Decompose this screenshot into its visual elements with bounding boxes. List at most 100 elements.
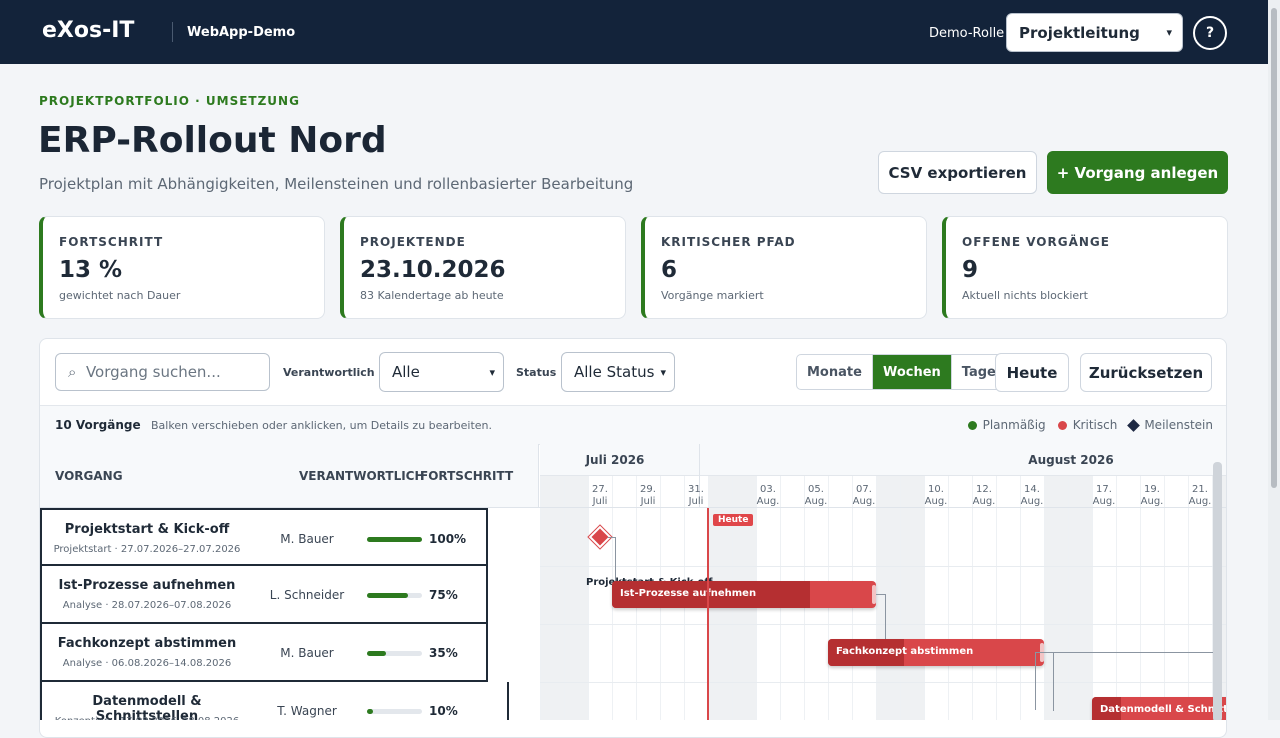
task-name: Projektstart & Kick-off — [64, 522, 230, 537]
view-button[interactable]: Wochen — [871, 355, 951, 389]
task-row[interactable]: Fachkonzept abstimmen Analyse · 06.08.202… — [40, 624, 488, 682]
progress-label: 10% — [429, 704, 458, 718]
kpi-note: Aktuell nichts blockiert — [962, 289, 1088, 302]
role-select[interactable]: Projektleitung ▾ — [1006, 13, 1183, 52]
kpi-value: 6 — [661, 257, 678, 283]
role-label: Demo-Rolle — [929, 26, 1005, 41]
day-label: 21. — [1192, 484, 1208, 495]
month-short: Juli — [640, 496, 656, 507]
task-bar[interactable]: Ist-Prozesse aufnehmen — [612, 581, 876, 608]
kpi-label: FORTSCHRITT — [59, 235, 164, 249]
add-button[interactable]: + Vorgang anlegen — [1047, 151, 1228, 194]
task-count: 10 Vorgänge — [55, 418, 141, 432]
month-short: Aug. — [924, 496, 948, 507]
task-row[interactable]: Projektstart & Kick-off Projektstart · 27… — [40, 508, 488, 566]
month-label: August 2026 — [1028, 453, 1114, 467]
page-title: ERP-Rollout Nord — [38, 120, 387, 161]
day-label: 03. — [760, 484, 776, 495]
task-owner: T. Wagner — [277, 704, 337, 718]
view-button[interactable]: Monate — [807, 364, 862, 380]
day-column — [1068, 476, 1092, 720]
progress-fill — [367, 593, 409, 598]
kpi-card: OFFENE VORGÄNGE 9 Aktuell nichts blockiert — [942, 216, 1228, 319]
status-select[interactable]: Alle Status ▾ — [561, 352, 675, 392]
role-value: Projektleitung — [1019, 23, 1140, 42]
kpi-note: Vorgänge markiert — [661, 289, 764, 302]
day-label: 05. — [808, 484, 824, 495]
export-button[interactable]: CSV exportieren — [878, 151, 1037, 194]
owner-label: Verantwortlich — [283, 366, 375, 379]
owner-select[interactable]: Alle ▾ — [379, 352, 504, 392]
progress-label: 35% — [429, 646, 458, 660]
legend-item: Planmäßig — [967, 418, 1046, 432]
task-meta: Projektstart · 27.07.2026–27.07.2026 — [53, 544, 241, 555]
day-label: 27. — [592, 484, 608, 495]
divider — [172, 22, 173, 42]
hint: Balken verschieben oder anklicken, um De… — [151, 419, 493, 432]
legend-swatch — [1127, 418, 1141, 432]
kpi-value: 23.10.2026 — [360, 257, 506, 283]
header-right — [540, 444, 1226, 476]
kpi-note: 83 Kalendertage ab heute — [360, 289, 504, 302]
task-bar[interactable]: Fachkonzept abstimmen — [828, 639, 1044, 666]
view-button[interactable]: Tage — [950, 355, 1006, 389]
row-line — [540, 566, 1226, 567]
progress-fill — [367, 537, 422, 542]
day-label: 31. — [688, 484, 704, 495]
day-column — [972, 476, 996, 720]
task-owner: L. Schneider — [269, 588, 345, 602]
kpi-value: 13 % — [59, 257, 123, 283]
day-column — [588, 476, 612, 720]
progress-track — [367, 651, 422, 656]
owner-value: Alle — [392, 363, 420, 381]
reset-button[interactable]: Zurücksetzen — [1080, 353, 1212, 392]
task-meta: Analyse · 06.08.2026–14.08.2026 — [62, 658, 232, 669]
legend-swatch — [967, 420, 977, 430]
bar-label: Ist-Prozesse aufnehmen — [620, 588, 757, 599]
header-line — [40, 507, 1226, 508]
month-short: Juli — [688, 496, 704, 507]
task-row[interactable]: Datenmodell & SchnittstellenKonzeption ·… — [40, 682, 509, 720]
progress-fill — [367, 651, 387, 656]
task-row[interactable]: Ist-Prozesse aufnehmen Analyse · 28.07.20… — [40, 566, 488, 624]
day-column — [924, 476, 948, 720]
month-short: Aug. — [804, 496, 828, 507]
today-button[interactable]: Heute — [995, 353, 1069, 392]
progress-label: 75% — [429, 588, 458, 602]
month-short: Aug. — [1140, 496, 1164, 507]
day-label: 29. — [640, 484, 656, 495]
month-short: Juli — [592, 496, 608, 507]
legend-item: Kritisch — [1057, 418, 1117, 432]
day-label: 10. — [928, 484, 944, 495]
task-bar[interactable]: Datenmodell & Schnittstellen — [1092, 697, 1226, 720]
task-name: Datenmodell & Schnittstellen — [92, 694, 202, 720]
task-meta: Konzeption · 17.08.2026–28.08.2026 — [42, 716, 252, 720]
kpi-label: KRITISCHER PFAD — [661, 235, 796, 249]
help-button[interactable]: ? — [1193, 16, 1227, 50]
search-input[interactable]: ⌕ Vorgang suchen... — [55, 353, 270, 391]
gantt: VORGANG VERANTWORTLICH FORTSCHRITT Juli 202… — [40, 444, 1226, 720]
row-line — [540, 624, 1226, 625]
month-divider — [699, 444, 700, 508]
day-column — [1044, 476, 1068, 720]
task-owner: M. Bauer — [280, 532, 334, 546]
month-short: Aug. — [756, 496, 780, 507]
kpi-card: PROJEKTENDE 23.10.2026 83 Kalendertage ab … — [340, 216, 626, 319]
subtitle: Projektplan mit Abhängigkeiten, Meilenst… — [39, 175, 634, 193]
progress-label: 100% — [429, 532, 467, 546]
gantt-scrollbar — [1213, 462, 1222, 720]
logo[interactable]: eXos-IT — [42, 18, 135, 43]
day-column — [996, 476, 1020, 720]
bar-handle — [872, 585, 876, 604]
column-header: VERANTWORTLICH — [299, 469, 425, 483]
day-column — [564, 476, 588, 720]
day-column — [1092, 476, 1116, 720]
bar-progress — [1092, 697, 1121, 720]
month-short: Aug. — [1092, 496, 1116, 507]
day-column — [900, 476, 924, 720]
month-label: Juli 2026 — [585, 453, 645, 467]
bar-progress — [828, 639, 904, 666]
task-owner: M. Bauer — [280, 646, 334, 660]
day-label: 19. — [1144, 484, 1160, 495]
